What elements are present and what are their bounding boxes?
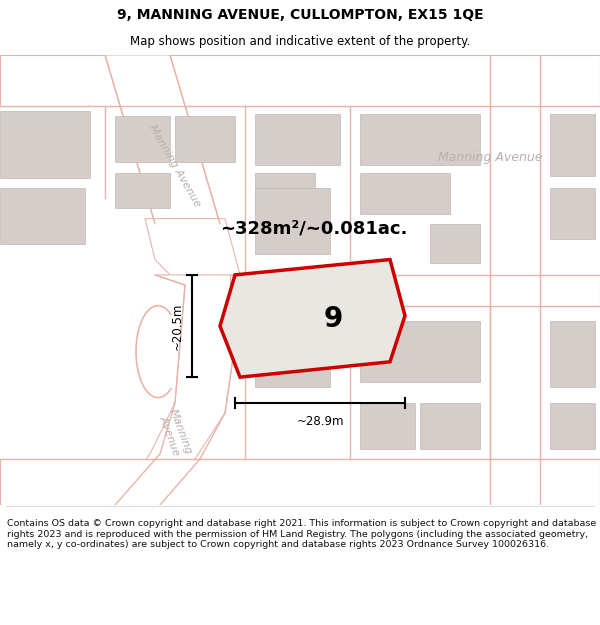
Text: ~20.5m: ~20.5m: [170, 302, 184, 350]
Bar: [255, 114, 340, 166]
Polygon shape: [105, 55, 220, 224]
Text: ~328m²/~0.081ac.: ~328m²/~0.081ac.: [220, 220, 407, 238]
Polygon shape: [230, 275, 600, 306]
Bar: [115, 173, 170, 208]
Bar: [550, 188, 595, 239]
Bar: [550, 321, 595, 388]
Bar: [255, 321, 330, 388]
Bar: [360, 114, 480, 166]
Bar: [255, 173, 315, 214]
Bar: [420, 402, 480, 449]
Text: Manning Avenue: Manning Avenue: [438, 151, 542, 164]
Bar: [115, 116, 170, 162]
Bar: [360, 402, 415, 449]
Text: Contains OS data © Crown copyright and database right 2021. This information is : Contains OS data © Crown copyright and d…: [7, 519, 596, 549]
Text: ~28.9m: ~28.9m: [296, 414, 344, 428]
Bar: [360, 173, 450, 214]
Bar: [430, 224, 480, 262]
Polygon shape: [115, 275, 245, 505]
Text: 9: 9: [324, 305, 343, 333]
Polygon shape: [490, 55, 540, 505]
Polygon shape: [0, 459, 600, 505]
Bar: [360, 321, 480, 382]
Bar: [550, 402, 595, 449]
Polygon shape: [220, 259, 405, 377]
Polygon shape: [0, 55, 600, 106]
Bar: [0, 188, 85, 244]
Bar: [175, 116, 235, 162]
Text: Manning Avenue: Manning Avenue: [148, 122, 203, 208]
Text: Map shows position and indicative extent of the property.: Map shows position and indicative extent…: [130, 35, 470, 48]
Bar: [255, 188, 330, 254]
Text: Manning
Avenue: Manning Avenue: [157, 408, 193, 459]
Bar: [550, 114, 595, 176]
Text: 9, MANNING AVENUE, CULLOMPTON, EX15 1QE: 9, MANNING AVENUE, CULLOMPTON, EX15 1QE: [116, 8, 484, 22]
Polygon shape: [145, 219, 240, 280]
Bar: [0, 111, 90, 178]
